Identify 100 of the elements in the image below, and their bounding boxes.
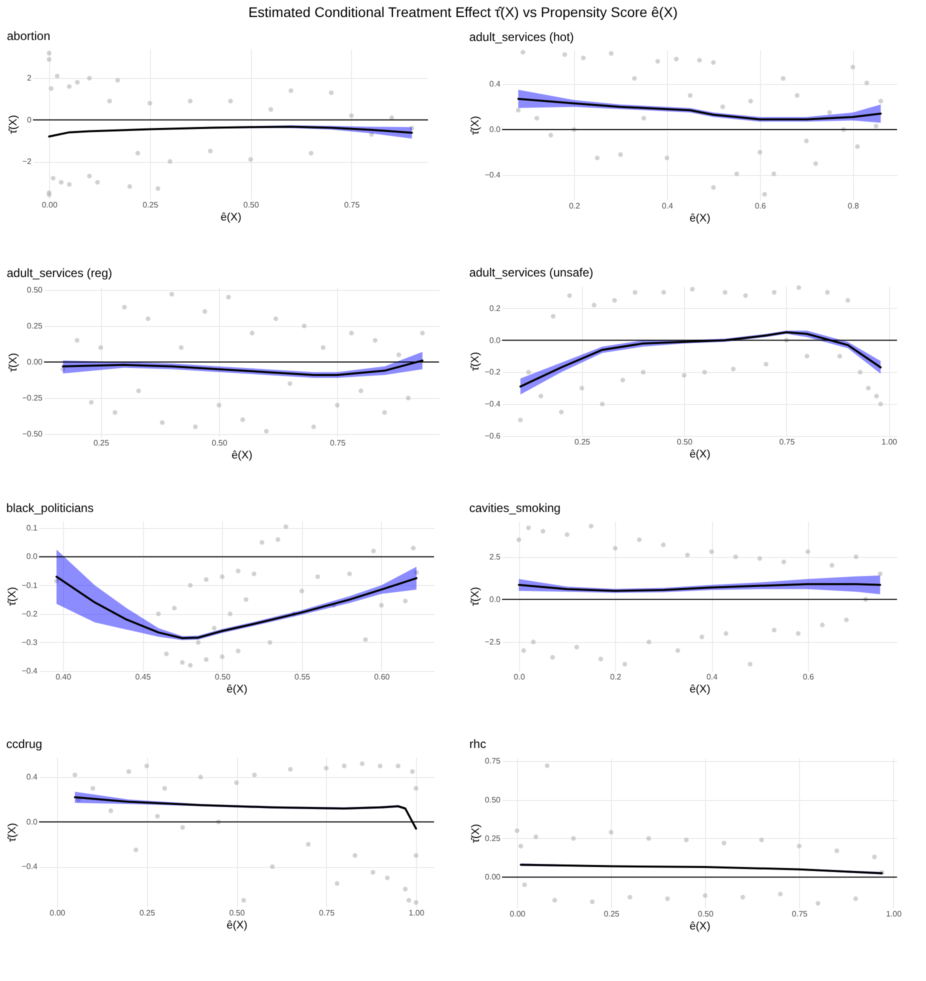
- y-tick-label: 0.50: [26, 285, 44, 294]
- point: [302, 324, 307, 328]
- x-axis-title: ê(X): [690, 920, 710, 932]
- x-tick-label: 0.4: [662, 202, 674, 210]
- point: [874, 394, 879, 398]
- point: [349, 330, 354, 336]
- point: [95, 180, 100, 185]
- point: [685, 552, 690, 558]
- point: [146, 316, 150, 322]
- point: [878, 98, 884, 104]
- point: [720, 104, 726, 110]
- point: [571, 836, 576, 841]
- point: [164, 652, 169, 656]
- y-tick-label: 0.0: [489, 125, 502, 134]
- point: [853, 896, 858, 902]
- point: [180, 825, 185, 830]
- point: [550, 314, 556, 319]
- point: [328, 90, 334, 96]
- point: [358, 388, 364, 394]
- point: [410, 769, 415, 774]
- point: [276, 537, 280, 542]
- point: [526, 525, 531, 530]
- point: [156, 186, 160, 191]
- point: [806, 549, 810, 554]
- point: [334, 402, 340, 408]
- point: [228, 612, 232, 616]
- x-tick-label: 0.25: [142, 200, 159, 210]
- point: [420, 330, 425, 336]
- point: [188, 582, 193, 588]
- point: [379, 602, 384, 608]
- x-tick-label: 0.0: [514, 672, 526, 682]
- x-axis-title: ê(X): [232, 450, 252, 462]
- point: [598, 656, 604, 662]
- point: [228, 98, 233, 104]
- point: [608, 830, 614, 835]
- point: [872, 854, 877, 860]
- point: [315, 574, 320, 580]
- point: [562, 52, 568, 57]
- point: [324, 766, 329, 771]
- point: [208, 148, 213, 154]
- point: [850, 64, 856, 70]
- x-tick-label: 0.00: [42, 200, 58, 210]
- point: [759, 838, 764, 842]
- point: [288, 88, 294, 94]
- point: [620, 378, 626, 382]
- point: [702, 370, 707, 375]
- point: [284, 524, 288, 530]
- x-tick-label: 0.50: [229, 908, 246, 918]
- point: [722, 290, 728, 295]
- point: [193, 424, 198, 430]
- x-tick-label: 0.50: [698, 910, 714, 918]
- point: [252, 572, 256, 576]
- point: [54, 74, 60, 78]
- point: [244, 597, 248, 602]
- point: [260, 540, 264, 545]
- point: [268, 640, 272, 645]
- x-tick-label: 0.40: [56, 672, 72, 682]
- x-tick-label: 0.60: [374, 672, 390, 682]
- x-tick-label: 0.45: [135, 672, 152, 682]
- point: [748, 662, 752, 667]
- line-series: [518, 583, 882, 592]
- point: [530, 640, 536, 644]
- point: [46, 57, 52, 62]
- point: [579, 386, 584, 390]
- x-axis-title: ê(X): [226, 684, 248, 696]
- point: [552, 898, 558, 903]
- point: [772, 172, 776, 176]
- point: [107, 98, 112, 104]
- chart-title: ccdrug: [6, 737, 42, 751]
- point: [248, 157, 253, 162]
- point: [172, 606, 177, 610]
- point: [781, 560, 786, 564]
- point: [520, 50, 526, 55]
- point: [682, 373, 686, 378]
- point: [834, 848, 840, 854]
- point: [370, 870, 376, 875]
- y-tick-label: 0.2: [489, 304, 502, 313]
- point: [780, 76, 786, 81]
- y-tick-label: 0.50: [484, 795, 502, 804]
- point: [349, 113, 354, 118]
- point: [762, 192, 767, 197]
- y-tick-label: −0.25: [22, 394, 44, 403]
- point: [352, 853, 358, 858]
- point: [722, 840, 726, 846]
- point: [268, 107, 274, 112]
- point: [396, 352, 402, 358]
- y-tick-label: 0.25: [26, 321, 44, 330]
- point: [697, 58, 702, 63]
- point: [534, 834, 538, 840]
- point: [241, 898, 246, 903]
- point: [384, 876, 390, 880]
- point: [794, 93, 800, 98]
- point: [878, 572, 882, 576]
- point: [160, 420, 165, 425]
- y-tick-label: 2: [27, 74, 32, 83]
- y-tick-label: −2.5: [484, 638, 502, 647]
- point: [590, 899, 595, 904]
- point: [688, 93, 693, 98]
- point: [98, 345, 104, 350]
- y-tick-label: 0.0: [26, 552, 38, 562]
